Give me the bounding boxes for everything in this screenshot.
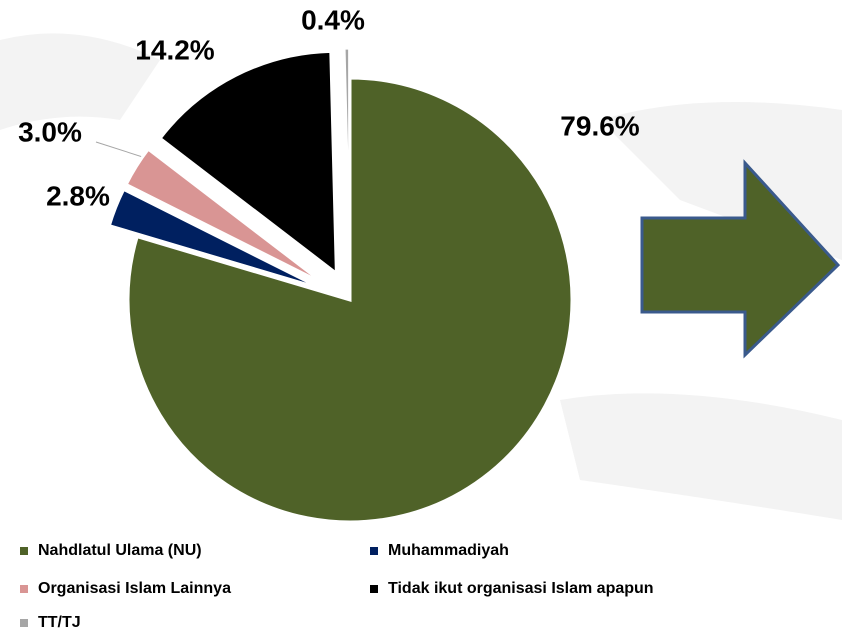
value-label: 79.6% — [560, 110, 639, 141]
legend-label: Muhammadiyah — [388, 542, 509, 559]
legend-label: Nahdlatul Ulama (NU) — [38, 542, 202, 559]
value-label: 3.0% — [18, 116, 82, 147]
pie-slice — [107, 187, 323, 291]
pie-slice — [342, 46, 352, 271]
value-label: 0.4% — [301, 4, 365, 35]
arrow — [640, 159, 841, 359]
pie-slice — [126, 76, 574, 524]
legend-swatch — [20, 585, 28, 593]
value-label: 2.8% — [46, 180, 110, 211]
legend-swatch — [370, 547, 378, 555]
legend-label: Organisasi Islam Lainnya — [38, 580, 231, 597]
background-map — [0, 33, 842, 520]
pie-slice — [124, 147, 326, 286]
legend-label: Tidak ikut organisasi Islam apapun — [388, 580, 654, 597]
legend-label: TT/TJ — [38, 614, 81, 631]
legend-swatch — [370, 585, 378, 593]
legend-swatch — [20, 619, 28, 627]
pie-slice — [158, 49, 338, 277]
value-label: 14.2% — [135, 34, 214, 65]
legend-swatch — [20, 547, 28, 555]
